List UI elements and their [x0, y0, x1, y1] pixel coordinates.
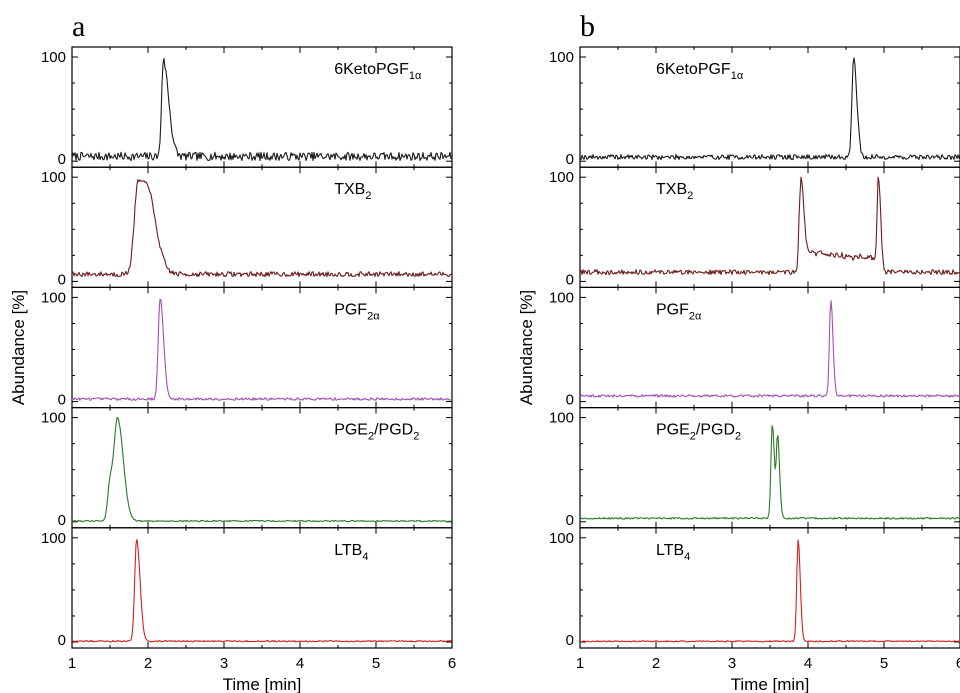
- trace-6KetoPGF1α: 100 0 6KetoPGF1α: [549, 46, 960, 168]
- trace-TXB2: 100 0 TXB2: [41, 166, 453, 288]
- y-tick-label: 100: [41, 530, 66, 547]
- trace-frame: [71, 527, 453, 649]
- y-tick-label: 0: [58, 632, 66, 649]
- trace-line: [579, 176, 960, 276]
- y-tick-label: 100: [549, 169, 574, 186]
- y-tick-label: 0: [566, 151, 574, 168]
- trace-line: [71, 417, 453, 523]
- y-axis-label: Abundance [%]: [517, 290, 536, 405]
- trace-PGE2/PGD2: 100 0 PGE2/PGD2: [41, 407, 453, 529]
- x-tick-label: 2: [652, 655, 660, 672]
- x-tick-label: 2: [144, 655, 152, 672]
- trace-line: [71, 298, 453, 401]
- trace-label: LTB4: [656, 542, 690, 563]
- x-tick-label: 4: [296, 655, 304, 672]
- trace-PGF2α: 100 0 PGF2α: [41, 286, 453, 409]
- x-tick-label: 3: [728, 655, 736, 672]
- trace-6KetoPGF1α: 100 0 6KetoPGF1α: [41, 46, 453, 168]
- x-tick-label: 4: [804, 655, 812, 672]
- trace-line: [71, 179, 453, 278]
- y-tick-label: 0: [566, 632, 574, 649]
- y-tick-label: 0: [58, 512, 66, 529]
- trace-label: PGE2/PGD2: [656, 422, 741, 443]
- x-axis-label: Time [min]: [731, 675, 810, 693]
- y-tick-label: 100: [549, 410, 574, 427]
- trace-frame: [579, 166, 960, 288]
- trace-line: [71, 538, 453, 643]
- trace-frame: [71, 286, 453, 409]
- x-tick-label: 3: [220, 655, 228, 672]
- y-tick-label: 0: [58, 151, 66, 168]
- y-tick-label: 100: [41, 410, 66, 427]
- x-tick-label: 5: [372, 655, 380, 672]
- y-tick-label: 100: [549, 289, 574, 306]
- trace-PGE2/PGD2: 100 0 PGE2/PGD2: [549, 407, 960, 529]
- trace-line: [71, 57, 453, 162]
- y-tick-label: 100: [549, 530, 574, 547]
- trace-frame: [579, 286, 960, 409]
- y-tick-label: 100: [41, 169, 66, 186]
- panel-letter: a: [72, 10, 85, 43]
- trace-label: TXB2: [656, 181, 693, 202]
- trace-label: 6KetoPGF1α: [656, 61, 744, 82]
- trace-line: [579, 57, 960, 161]
- x-tick-label: 1: [68, 655, 76, 672]
- trace-line: [579, 425, 960, 520]
- trace-label: TXB2: [334, 181, 371, 202]
- x-tick-label: 5: [880, 655, 888, 672]
- trace-LTB4: 100 0 LTB4: [549, 527, 960, 649]
- y-tick-label: 0: [566, 512, 574, 529]
- y-tick-label: 100: [549, 49, 574, 66]
- trace-frame: [579, 527, 960, 649]
- y-tick-label: 100: [41, 289, 66, 306]
- trace-frame: [579, 407, 960, 529]
- y-axis-label: Abundance [%]: [9, 290, 28, 405]
- trace-PGF2α: 100 0 PGF2α: [549, 286, 960, 409]
- x-axis-label: Time [min]: [223, 675, 302, 693]
- trace-label: PGF2α: [334, 301, 380, 322]
- trace-label: 6KetoPGF1α: [334, 61, 422, 82]
- y-tick-label: 0: [566, 271, 574, 288]
- y-tick-label: 0: [58, 392, 66, 409]
- trace-label: PGE2/PGD2: [334, 422, 419, 443]
- x-tick-label: 6: [956, 655, 960, 672]
- y-tick-label: 0: [58, 271, 66, 288]
- trace-label: PGF2α: [656, 301, 702, 322]
- trace-line: [579, 300, 960, 398]
- trace-LTB4: 100 0 LTB4: [41, 527, 453, 649]
- trace-frame: [579, 46, 960, 168]
- trace-TXB2: 100 0 TXB2: [549, 166, 960, 288]
- x-tick-label: 6: [448, 655, 456, 672]
- y-tick-label: 100: [41, 49, 66, 66]
- y-tick-label: 0: [566, 392, 574, 409]
- x-tick-label: 1: [576, 655, 584, 672]
- trace-label: LTB4: [334, 542, 368, 563]
- trace-line: [579, 539, 960, 643]
- panel-letter: b: [580, 10, 595, 43]
